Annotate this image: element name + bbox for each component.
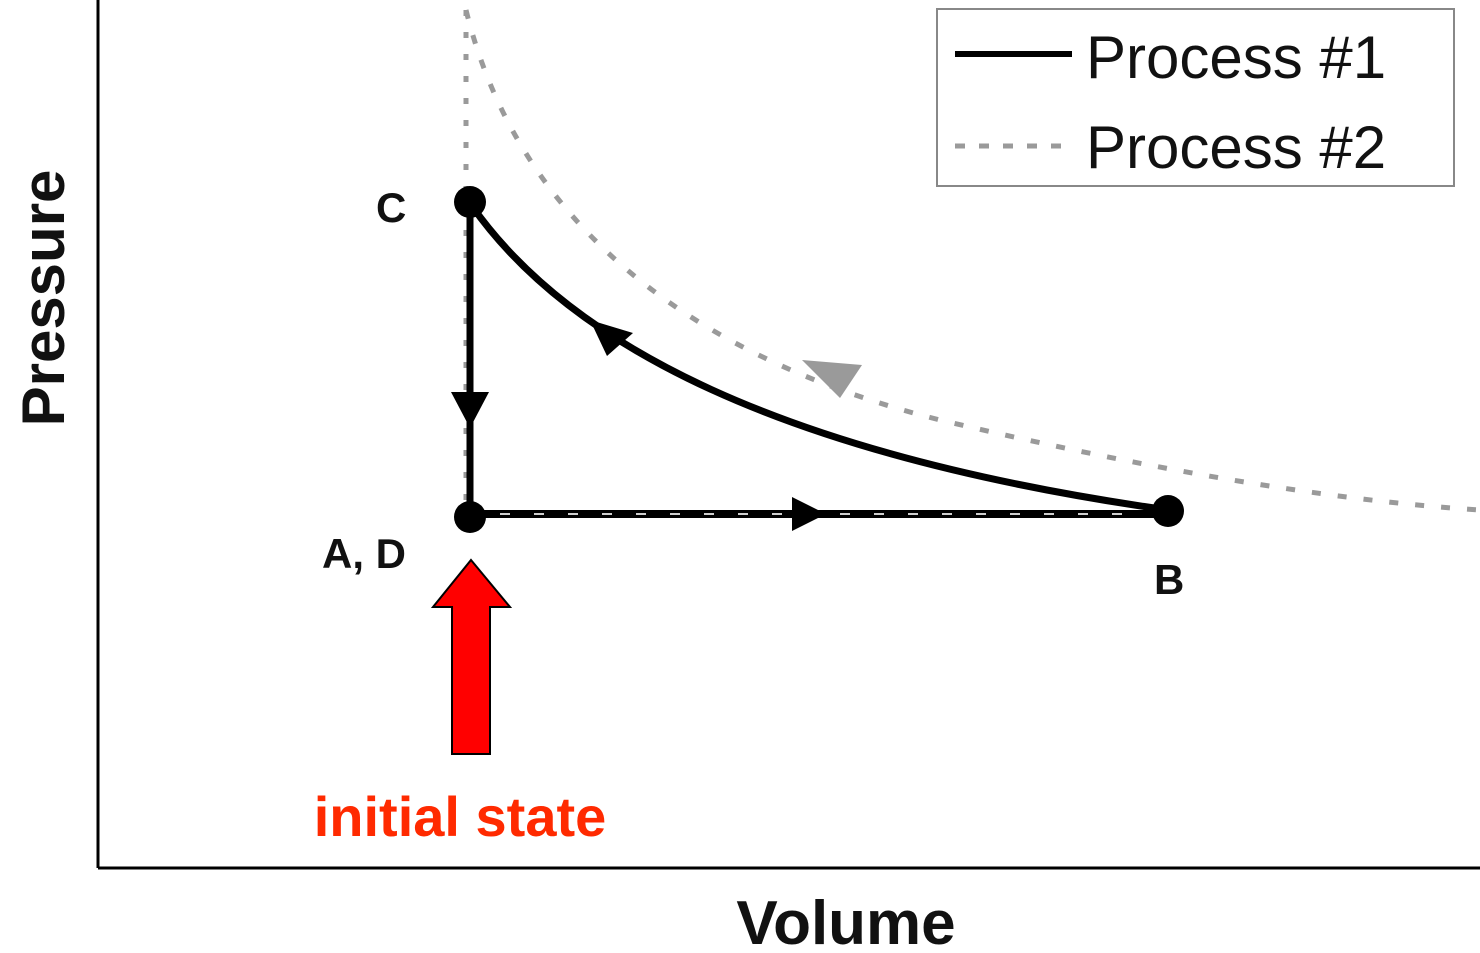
process-2-direction-arrow xyxy=(802,360,862,398)
state-label-b: B xyxy=(1154,556,1184,603)
curve-direction-arrow xyxy=(590,320,633,356)
state-point-b xyxy=(1152,495,1184,527)
state-label-c: C xyxy=(376,184,406,231)
isobaric-direction-arrow xyxy=(792,497,826,531)
state-label-ad: A, D xyxy=(322,530,406,577)
process-1-curve xyxy=(469,203,1169,514)
initial-state-label: initial state xyxy=(314,785,607,848)
legend-label-process-1: Process #1 xyxy=(1086,24,1386,91)
legend: Process #1 Process #2 xyxy=(936,8,1455,187)
legend-label-process-2: Process #2 xyxy=(1086,114,1386,181)
y-axis-label: Pressure xyxy=(10,170,77,427)
isochoric-direction-arrow xyxy=(451,392,489,428)
initial-state-arrow xyxy=(430,558,513,755)
legend-box xyxy=(936,8,1455,187)
state-point-ad xyxy=(454,501,486,533)
x-axis-label: Volume xyxy=(736,889,955,953)
state-point-c xyxy=(454,186,486,218)
